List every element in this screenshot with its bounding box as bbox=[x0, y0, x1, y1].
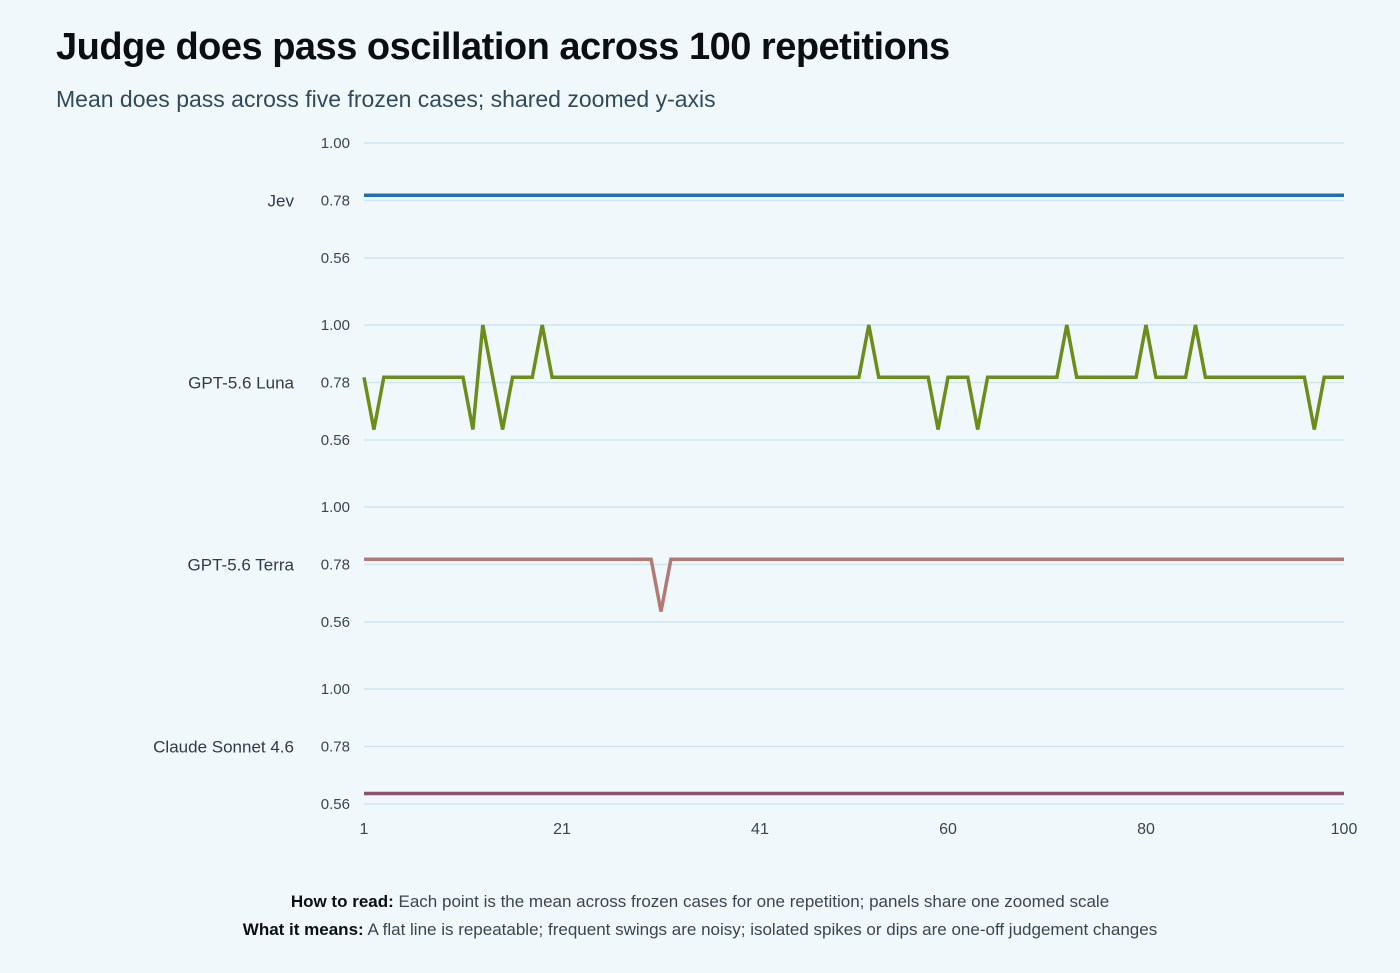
panel-label-claude-sonnet-4-6: Claude Sonnet 4.6 bbox=[153, 738, 294, 757]
y-tick-label: 1.00 bbox=[321, 681, 350, 698]
x-tick-label: 21 bbox=[553, 821, 571, 838]
chart-subtitle: Mean does pass across five frozen cases;… bbox=[56, 86, 716, 112]
series-line-gpt-5-6-luna bbox=[362, 324, 1344, 430]
y-tick-label: 0.56 bbox=[321, 432, 350, 449]
y-tick-label: 0.78 bbox=[321, 557, 350, 574]
y-tick-label: 0.78 bbox=[321, 739, 350, 756]
panel-label-gpt-5-6-terra: GPT-5.6 Terra bbox=[188, 556, 295, 575]
y-tick-label: 0.56 bbox=[321, 796, 350, 813]
y-tick-label: 1.00 bbox=[321, 499, 350, 516]
y-tick-label: 0.78 bbox=[321, 375, 350, 392]
x-tick-label: 80 bbox=[1137, 821, 1155, 838]
panel-label-jev: Jev bbox=[268, 192, 295, 211]
x-tick-label: 41 bbox=[751, 821, 769, 838]
how-to-read-text: Each point is the mean across frozen cas… bbox=[398, 892, 1110, 911]
what-it-means-text: A flat line is repeatable; frequent swin… bbox=[367, 920, 1158, 939]
what-it-means-label: What it means: bbox=[242, 920, 364, 939]
y-tick-label: 1.00 bbox=[321, 317, 350, 334]
chart-title: Judge does pass oscillation across 100 r… bbox=[56, 26, 950, 68]
what-it-means-note: What it means: A flat line is repeatable… bbox=[0, 920, 1400, 940]
series-line-gpt-5-6-terra bbox=[364, 557, 1344, 612]
y-tick-label: 0.78 bbox=[321, 193, 350, 210]
y-tick-label: 0.56 bbox=[321, 614, 350, 631]
x-tick-label: 60 bbox=[939, 821, 957, 838]
how-to-read-label: How to read: bbox=[290, 892, 394, 911]
y-tick-label: 0.56 bbox=[321, 250, 350, 267]
y-tick-label: 1.00 bbox=[321, 135, 350, 152]
how-to-read-note: How to read: Each point is the mean acro… bbox=[0, 892, 1400, 912]
x-tick-label: 1 bbox=[360, 821, 369, 838]
panel-label-gpt-5-6-luna: GPT-5.6 Luna bbox=[188, 374, 294, 393]
x-tick-label: 100 bbox=[1331, 821, 1358, 838]
